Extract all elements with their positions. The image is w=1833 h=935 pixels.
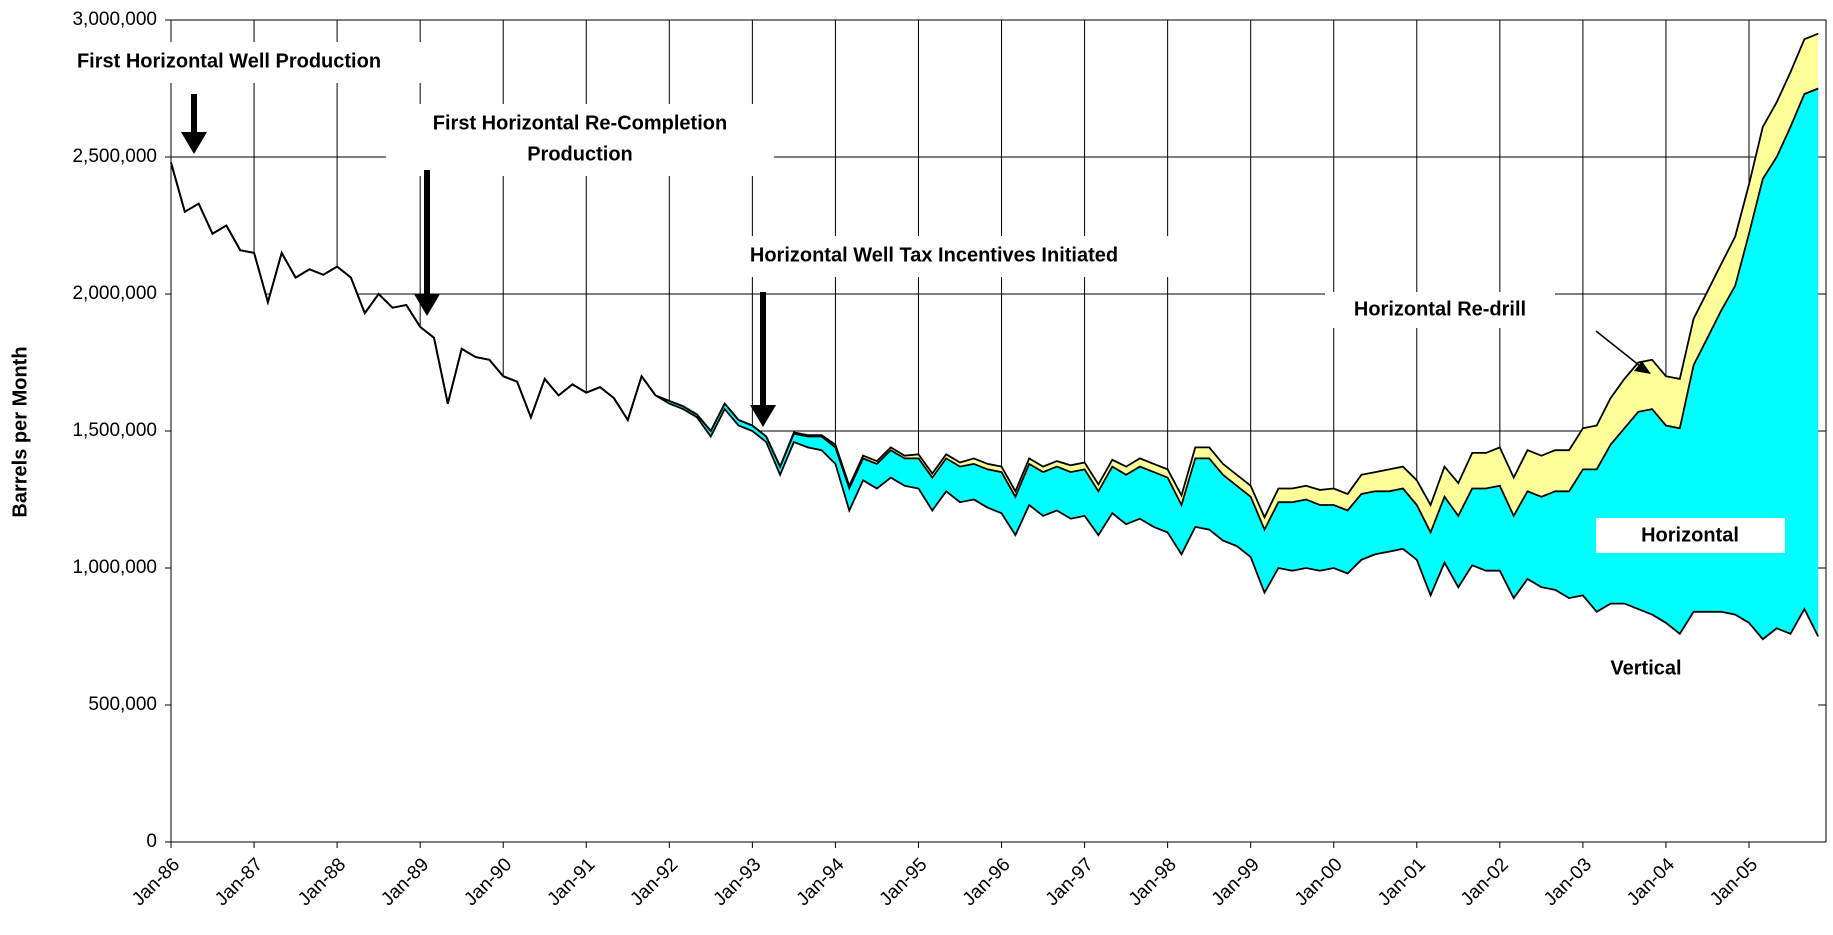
x-tick-label: Jan-93: [710, 854, 766, 910]
x-tick-label: Jan-96: [959, 854, 1015, 910]
annotation: Production: [527, 143, 633, 165]
annotation: First Horizontal Re-Completion: [433, 112, 727, 134]
annotation: First Horizontal Well Production: [77, 50, 381, 72]
y-tick-label: 2,000,000: [72, 283, 157, 304]
series-label: Vertical: [1610, 657, 1681, 679]
pointer: [1595, 330, 1641, 367]
plot-border: [170, 19, 1827, 843]
y-tick-label: 500,000: [88, 694, 157, 715]
x-tick-label: Jan-91: [543, 854, 599, 910]
arrow-head: [750, 405, 776, 427]
x-tick-label: Jan-98: [1125, 854, 1181, 910]
label-box: [1325, 292, 1555, 328]
y-tick-label: 2,500,000: [72, 146, 157, 167]
y-axis-title: Barrels per Month: [9, 346, 31, 517]
arrow-head: [181, 132, 207, 154]
x-tick-label: Jan-89: [377, 854, 433, 910]
pointer-head: [1634, 361, 1651, 374]
x-tick-label: Jan-04: [1623, 854, 1679, 910]
y-tick-label: 0: [146, 831, 157, 852]
area-fill: [171, 88, 1819, 640]
area-fill: [171, 162, 1819, 842]
x-tick-label: Jan-94: [793, 854, 849, 910]
area-layer: [170, 19, 1827, 843]
y-tick-label: 3,000,000: [72, 9, 157, 30]
x-tick-label: Jan-86: [128, 854, 184, 910]
x-tick-label: Jan-05: [1706, 854, 1762, 910]
y-tick-label: 1,000,000: [72, 557, 157, 578]
annotation: Horizontal Well Tax Incentives Initiated: [750, 244, 1118, 266]
series-line: [170, 32, 1819, 520]
x-tick-label: Jan-95: [876, 854, 932, 910]
x-tick-label: Jan-97: [1042, 854, 1098, 910]
x-tick-label: Jan-00: [1291, 854, 1347, 910]
annotation-box: [23, 42, 435, 83]
x-tick-label: Jan-92: [626, 854, 682, 910]
x-tick-label: Jan-03: [1540, 854, 1596, 910]
x-tick-label: Jan-01: [1374, 854, 1430, 910]
y-tick-label: 1,500,000: [72, 420, 157, 441]
x-tick-label: Jan-99: [1208, 854, 1264, 910]
series-label: Horizontal Re-drill: [1354, 298, 1526, 320]
x-tick-label: Jan-02: [1457, 854, 1513, 910]
x-tick-label: Jan-88: [294, 854, 350, 910]
annotation-box: [386, 104, 774, 176]
series-label: Horizontal: [1641, 524, 1739, 546]
annotation-box: [682, 236, 1186, 277]
arrow-head: [414, 294, 440, 316]
x-tick-label: Jan-90: [460, 854, 516, 910]
x-tick-label: Jan-87: [211, 854, 267, 910]
label-box: [1596, 518, 1785, 553]
